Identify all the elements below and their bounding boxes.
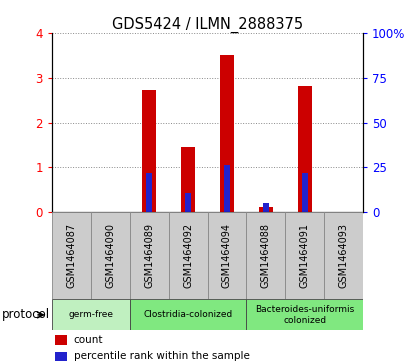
Bar bbox=[185, 193, 191, 212]
Bar bbox=[181, 147, 195, 212]
Bar bbox=[142, 90, 156, 212]
Bar bbox=[224, 165, 230, 212]
Bar bbox=[324, 212, 363, 299]
Text: GSM1464091: GSM1464091 bbox=[300, 223, 310, 289]
Bar bbox=[168, 212, 208, 299]
Text: GSM1464090: GSM1464090 bbox=[105, 223, 115, 289]
Bar bbox=[130, 212, 168, 299]
Text: Clostridia-colonized: Clostridia-colonized bbox=[144, 310, 233, 319]
Text: germ-free: germ-free bbox=[68, 310, 113, 319]
Bar bbox=[91, 212, 130, 299]
Text: GSM1464092: GSM1464092 bbox=[183, 223, 193, 289]
Text: protocol: protocol bbox=[2, 309, 50, 321]
Bar bbox=[286, 212, 324, 299]
Bar bbox=[52, 212, 91, 299]
Bar bbox=[302, 173, 308, 212]
Text: Bacteroides-uniformis
colonized: Bacteroides-uniformis colonized bbox=[255, 305, 354, 325]
Bar bbox=[55, 335, 67, 345]
Text: count: count bbox=[74, 335, 103, 345]
Text: percentile rank within the sample: percentile rank within the sample bbox=[74, 351, 249, 362]
Text: GSM1464087: GSM1464087 bbox=[66, 223, 76, 289]
Bar bbox=[52, 299, 130, 330]
Bar bbox=[298, 86, 312, 212]
Bar bbox=[220, 55, 234, 212]
Text: GSM1464094: GSM1464094 bbox=[222, 223, 232, 289]
Bar bbox=[263, 203, 269, 212]
Bar bbox=[130, 299, 247, 330]
Bar bbox=[55, 351, 67, 362]
Bar bbox=[259, 207, 273, 212]
Text: GDS5424 / ILMN_2888375: GDS5424 / ILMN_2888375 bbox=[112, 16, 303, 33]
Text: GSM1464093: GSM1464093 bbox=[339, 223, 349, 289]
Text: GSM1464088: GSM1464088 bbox=[261, 223, 271, 289]
Bar bbox=[208, 212, 247, 299]
Bar bbox=[247, 212, 286, 299]
Text: GSM1464089: GSM1464089 bbox=[144, 223, 154, 289]
Bar bbox=[247, 299, 363, 330]
Bar bbox=[146, 173, 152, 212]
